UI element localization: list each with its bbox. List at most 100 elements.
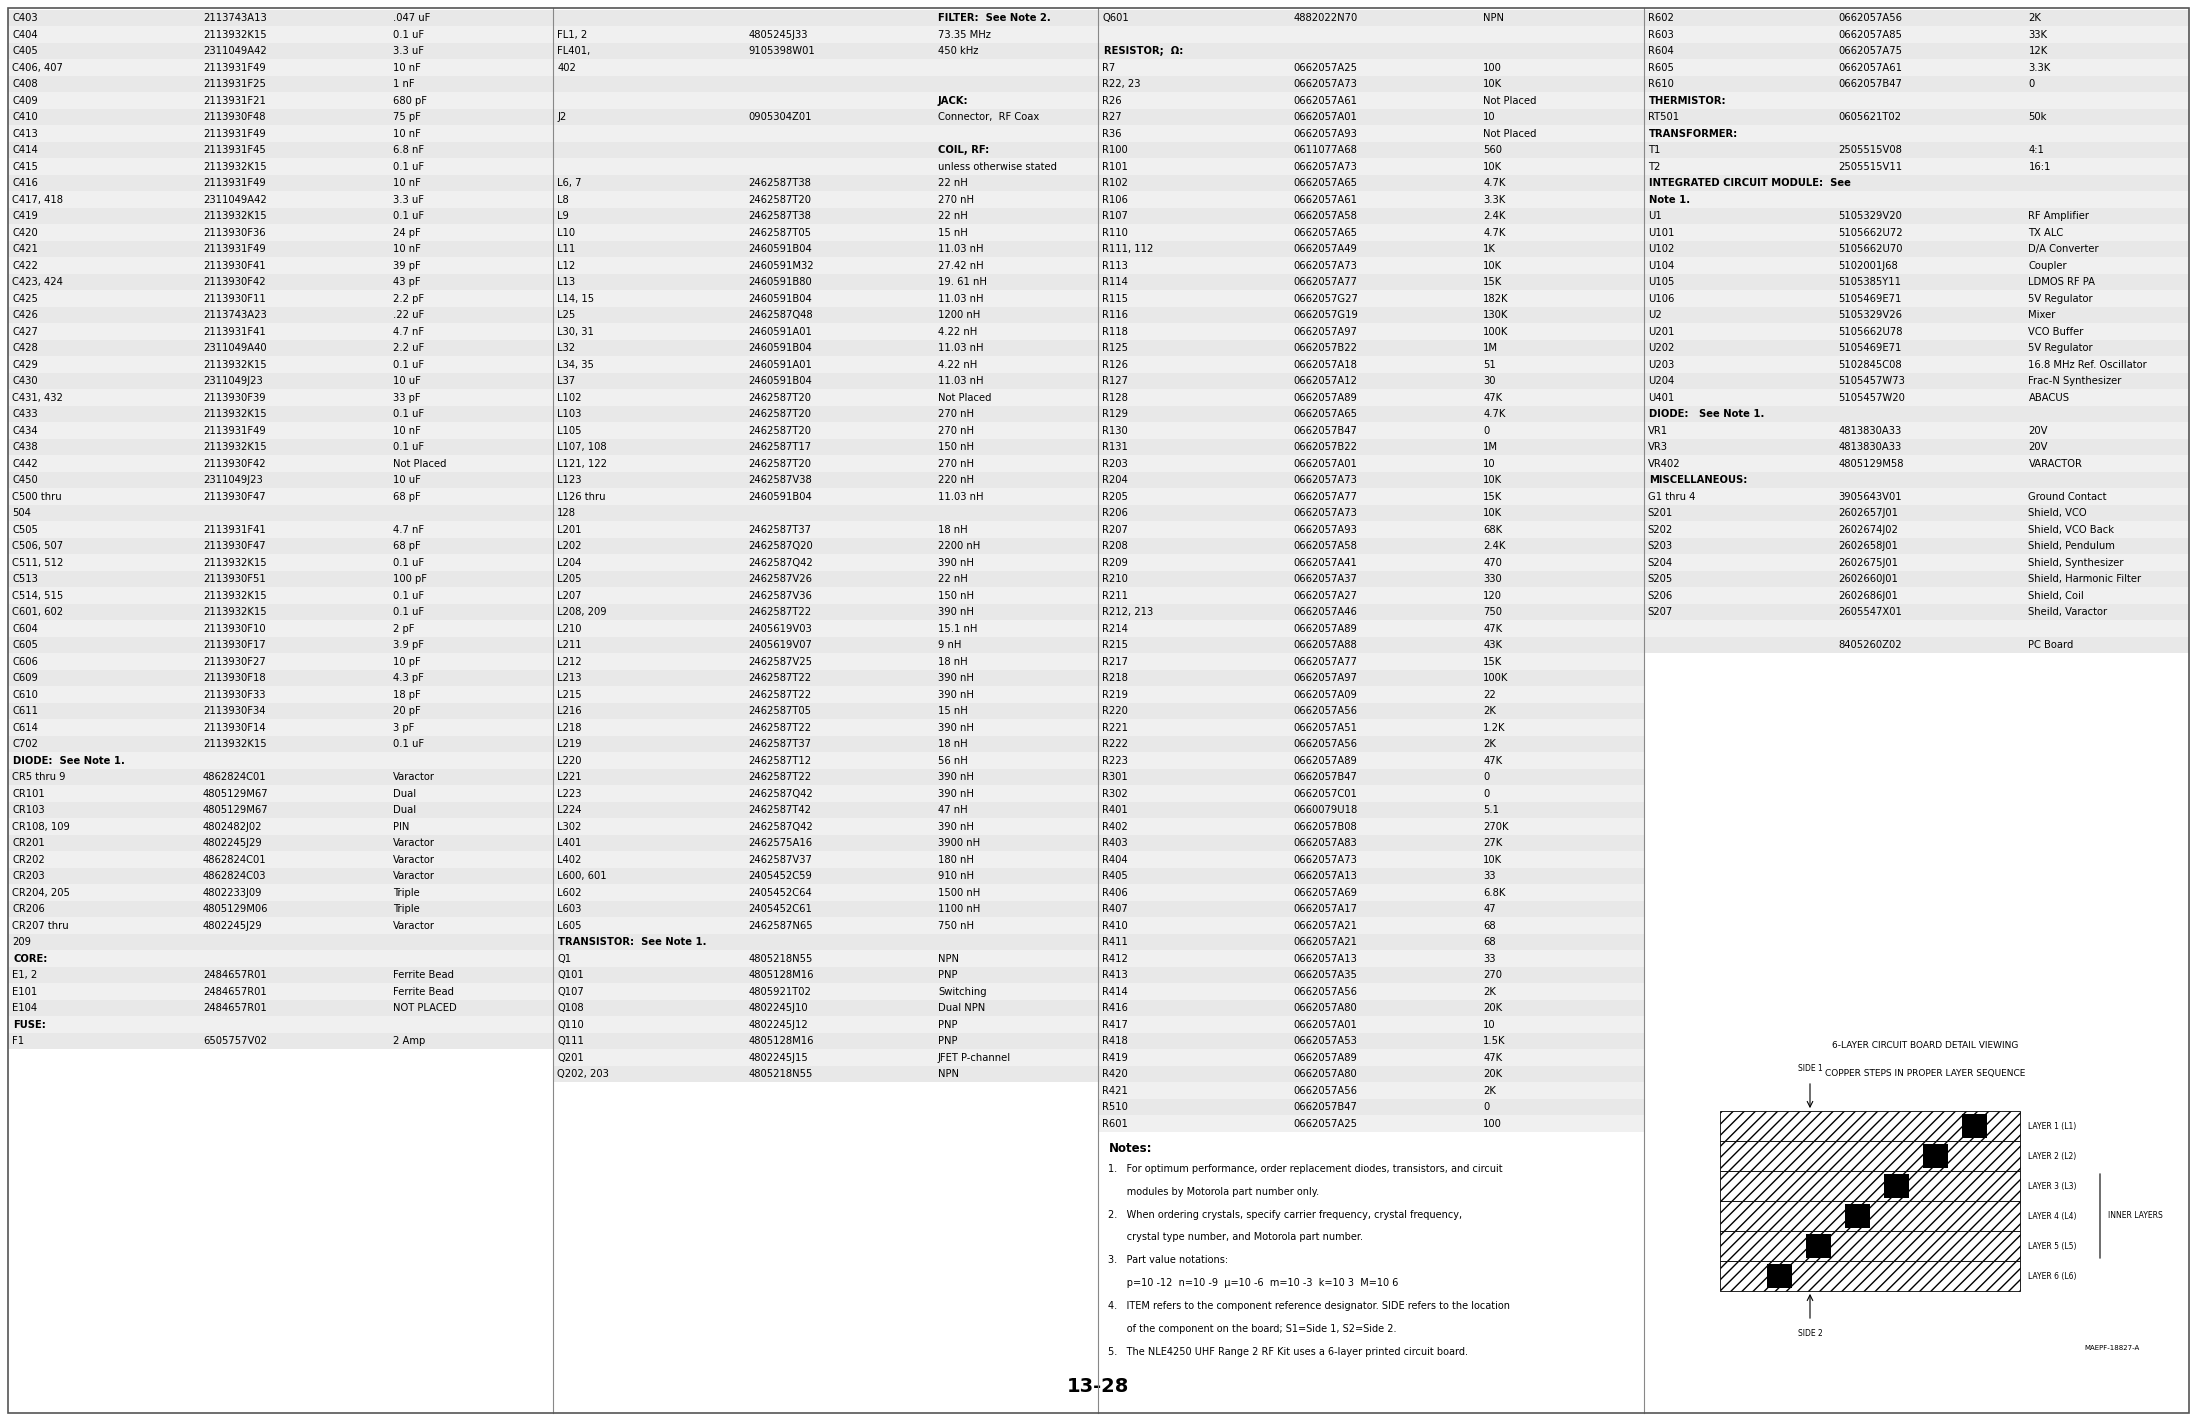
Text: 11.03 nH: 11.03 nH <box>938 294 984 304</box>
Bar <box>554 851 1098 868</box>
Text: 2113930F39: 2113930F39 <box>202 392 266 402</box>
Text: 270: 270 <box>1483 971 1503 980</box>
Text: 2113930F33: 2113930F33 <box>202 689 266 699</box>
Bar <box>9 669 554 686</box>
Text: C605: C605 <box>11 641 37 651</box>
Text: 2.4K: 2.4K <box>1483 541 1505 551</box>
Text: 0660079U18: 0660079U18 <box>1294 806 1358 816</box>
Text: R208: R208 <box>1103 541 1129 551</box>
Bar <box>9 439 554 456</box>
Bar <box>1643 125 2188 142</box>
Text: 0662057A73: 0662057A73 <box>1294 475 1358 485</box>
Text: 0: 0 <box>1483 789 1490 799</box>
Text: Ferrite Bead: Ferrite Bead <box>393 986 453 996</box>
Text: L207: L207 <box>558 591 582 601</box>
Text: 2605547X01: 2605547X01 <box>1839 607 1903 617</box>
Bar <box>9 554 554 571</box>
Bar <box>1643 257 2188 274</box>
Text: 0662057A88: 0662057A88 <box>1294 641 1358 651</box>
Text: C415: C415 <box>11 162 37 172</box>
Text: C606: C606 <box>11 657 37 666</box>
Text: 0662057A61: 0662057A61 <box>1294 195 1358 205</box>
Bar <box>1643 439 2188 456</box>
Text: L204: L204 <box>558 558 582 568</box>
Text: 2462587V36: 2462587V36 <box>749 591 813 601</box>
Bar <box>1098 868 1643 884</box>
Bar <box>9 290 554 307</box>
Bar <box>1098 522 1643 539</box>
Text: R126: R126 <box>1103 360 1129 369</box>
Bar <box>1098 372 1643 389</box>
Text: 5105469E71: 5105469E71 <box>1839 344 1903 354</box>
Text: R610: R610 <box>1648 80 1674 90</box>
Text: 2460591A01: 2460591A01 <box>749 327 813 337</box>
Text: Not Placed: Not Placed <box>1483 95 1536 105</box>
Text: L208, 209: L208, 209 <box>558 607 606 617</box>
Text: 2113931F49: 2113931F49 <box>202 178 266 188</box>
Text: C420: C420 <box>11 227 37 237</box>
Bar <box>1643 372 2188 389</box>
Text: R129: R129 <box>1103 409 1129 419</box>
Text: 2462587T17: 2462587T17 <box>749 442 811 452</box>
Bar <box>9 389 554 406</box>
Text: L602: L602 <box>558 888 582 898</box>
Text: F1: F1 <box>11 1036 24 1046</box>
Bar <box>9 27 554 43</box>
Text: R206: R206 <box>1103 509 1129 519</box>
Text: C702: C702 <box>11 739 37 749</box>
Text: R219: R219 <box>1103 689 1129 699</box>
Text: R209: R209 <box>1103 558 1129 568</box>
Text: LAYER 5 (L5): LAYER 5 (L5) <box>2028 1242 2076 1250</box>
Text: 3.3K: 3.3K <box>1483 195 1505 205</box>
Text: PIN: PIN <box>393 821 409 831</box>
Text: 2K: 2K <box>1483 739 1496 749</box>
Bar <box>9 786 554 801</box>
Text: S204: S204 <box>1648 558 1672 568</box>
Text: 13-28: 13-28 <box>1068 1377 1129 1395</box>
Text: 128: 128 <box>558 509 576 519</box>
Text: C414: C414 <box>11 145 37 155</box>
Text: L302: L302 <box>558 821 582 831</box>
Text: 2113932K15: 2113932K15 <box>202 558 266 568</box>
Text: 0: 0 <box>2028 80 2034 90</box>
Text: R417: R417 <box>1103 1020 1129 1030</box>
Text: 2113930F48: 2113930F48 <box>202 112 266 122</box>
Text: R210: R210 <box>1103 574 1129 584</box>
Bar <box>9 654 554 669</box>
Text: Not Placed: Not Placed <box>1483 129 1536 139</box>
Text: 2462587T22: 2462587T22 <box>749 689 811 699</box>
Text: 2462587Q42: 2462587Q42 <box>749 789 813 799</box>
Text: 0662057A13: 0662057A13 <box>1294 953 1358 963</box>
Bar <box>554 75 1098 92</box>
Text: 43 pF: 43 pF <box>393 277 420 287</box>
Text: 4802245J10: 4802245J10 <box>749 1003 808 1013</box>
Text: 1 nF: 1 nF <box>393 80 415 90</box>
Bar <box>554 406 1098 422</box>
Text: MISCELLANEOUS:: MISCELLANEOUS: <box>1648 475 1747 485</box>
Text: 20K: 20K <box>1483 1069 1503 1080</box>
Text: 0662057B08: 0662057B08 <box>1294 821 1358 831</box>
Bar <box>9 92 554 109</box>
Text: R412: R412 <box>1103 953 1129 963</box>
Text: 3.3 uF: 3.3 uF <box>393 47 424 57</box>
Text: 0662057A93: 0662057A93 <box>1294 524 1358 534</box>
Text: 5.1: 5.1 <box>1483 806 1498 816</box>
Text: 2200 nH: 2200 nH <box>938 541 980 551</box>
Text: C421: C421 <box>11 244 37 254</box>
Text: 0662057A25: 0662057A25 <box>1294 1118 1358 1128</box>
Text: 5105662U72: 5105662U72 <box>1839 227 1903 237</box>
Text: 100K: 100K <box>1483 327 1509 337</box>
Bar <box>554 125 1098 142</box>
Text: R405: R405 <box>1103 871 1129 881</box>
Text: 2462587T22: 2462587T22 <box>749 772 811 782</box>
Text: 2113932K15: 2113932K15 <box>202 739 266 749</box>
Text: 270K: 270K <box>1483 821 1509 831</box>
Text: Varactor: Varactor <box>393 838 435 848</box>
Text: R214: R214 <box>1103 624 1129 634</box>
Bar <box>9 571 554 587</box>
Bar <box>1098 324 1643 340</box>
Text: 0662057A46: 0662057A46 <box>1294 607 1358 617</box>
Bar <box>554 868 1098 884</box>
Text: 15 nH: 15 nH <box>938 706 967 716</box>
Bar <box>1098 340 1643 357</box>
